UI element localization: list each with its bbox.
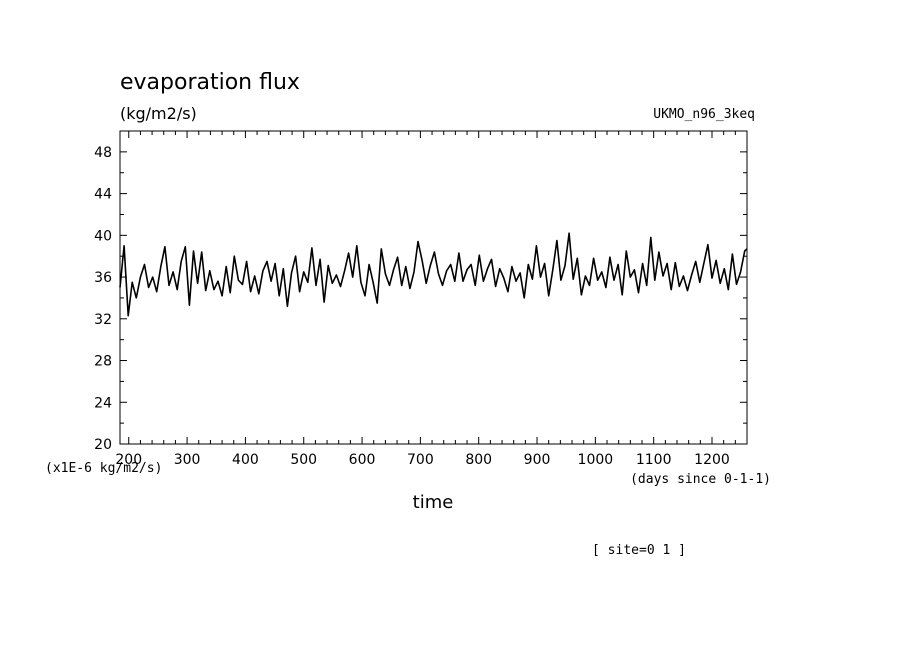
- series-line: [119, 232, 748, 317]
- x-tick-label: 400: [232, 452, 259, 468]
- y-tick-label: 40: [94, 228, 112, 244]
- chart-units: (kg/m2/s): [120, 104, 197, 123]
- y-axis-ticks: 20 24 28 32 36 40 44 48: [94, 130, 747, 453]
- y-tick-label: 28: [94, 354, 112, 370]
- y-scale-label: (x1E-6 kg/m2/s): [45, 461, 162, 476]
- x-axis-label: time: [413, 492, 454, 513]
- chart-title: evaporation flux: [120, 70, 300, 95]
- dataset-label: UKMO_n96_3keq: [653, 107, 755, 122]
- y-tick-label: 36: [94, 270, 112, 286]
- y-tick-label: 20: [94, 437, 112, 453]
- x-tick-label: 1100: [636, 452, 672, 468]
- x-tick-label: 600: [349, 452, 376, 468]
- y-tick-label: 24: [94, 395, 112, 411]
- x-tick-label: 1000: [578, 452, 614, 468]
- x-tick-label: 800: [465, 452, 492, 468]
- x-tick-label: 500: [290, 452, 317, 468]
- footnote-label: [ site=0 1 ]: [592, 543, 686, 558]
- x-tick-label: 900: [524, 452, 551, 468]
- x-tick-label: 1200: [694, 452, 730, 468]
- x-tick-label: 300: [174, 452, 201, 468]
- x-tick-label: 200: [115, 452, 142, 468]
- y-tick-label: 44: [94, 187, 112, 203]
- x-axis-ticks: 200 300 400 500 600 700 800 900 1000 1100 1200: [115, 131, 748, 468]
- y-tick-label: 48: [94, 145, 112, 161]
- y-tick-label: 32: [94, 312, 112, 328]
- x-units-label: (days since 0-1-1): [630, 472, 771, 487]
- x-tick-label: 700: [407, 452, 434, 468]
